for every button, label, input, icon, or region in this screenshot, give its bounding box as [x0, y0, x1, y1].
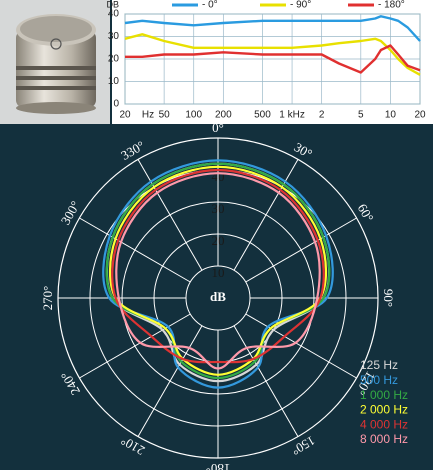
polar-curve: [102, 159, 334, 389]
x-tick-label: 50: [159, 110, 171, 121]
series-line: [125, 44, 421, 74]
x-tick-label: 100: [185, 110, 202, 121]
y-axis-label: DB: [106, 0, 119, 9]
polar-curve: [105, 162, 331, 380]
y-tick-label: 30: [108, 31, 120, 42]
x-tick-label: 500: [254, 110, 271, 121]
theta-tick-label: 270°: [40, 286, 55, 311]
legend-label: 500 Hz: [360, 373, 398, 387]
legend-label: - 0°: [202, 0, 218, 11]
theta-tick-label: 0°: [212, 120, 224, 135]
y-tick-label: 10: [108, 76, 120, 87]
microphone-photo: [0, 0, 110, 124]
x-tick-label: 1 kHz: [279, 110, 305, 121]
x-tick-label: 20: [119, 110, 131, 121]
radial-line: [79, 217, 191, 283]
radial-line: [245, 313, 357, 379]
legend-label: - 180°: [378, 0, 405, 11]
r-axis-label: dB: [210, 289, 226, 304]
legend-label: 8 000 Hz: [360, 432, 408, 446]
radial-line: [137, 325, 203, 437]
radial-line: [233, 325, 299, 437]
theta-tick-label: 180°: [206, 461, 231, 470]
x-tick-label: 10: [385, 110, 397, 121]
radial-line: [137, 159, 203, 271]
y-tick-label: 20: [108, 54, 120, 65]
legend-label: 1 000 Hz: [360, 388, 408, 402]
polar-curve: [115, 172, 321, 370]
x-tick-label: 20: [414, 110, 426, 121]
x-axis-unit: Hz: [142, 110, 154, 121]
polar-curve: [111, 168, 325, 364]
radial-line: [233, 159, 299, 271]
legend-label: 2 000 Hz: [360, 403, 408, 417]
x-tick-label: 5: [358, 110, 364, 121]
x-tick-label: 200: [215, 110, 232, 121]
polar-curve: [108, 165, 328, 376]
x-tick-label: 2: [319, 110, 325, 121]
radial-line: [79, 313, 191, 379]
y-tick-label: 40: [108, 9, 120, 20]
theta-tick-label: 90°: [381, 289, 396, 307]
legend-label: 4 000 Hz: [360, 417, 408, 431]
legend-label: - 90°: [290, 0, 311, 11]
series-line: [124, 15, 421, 42]
y-tick-label: 0: [113, 99, 119, 110]
legend-label: 125 Hz: [360, 358, 398, 372]
radial-line: [245, 217, 357, 283]
r-tick-label: 10: [212, 265, 225, 280]
series-line: [124, 33, 421, 76]
